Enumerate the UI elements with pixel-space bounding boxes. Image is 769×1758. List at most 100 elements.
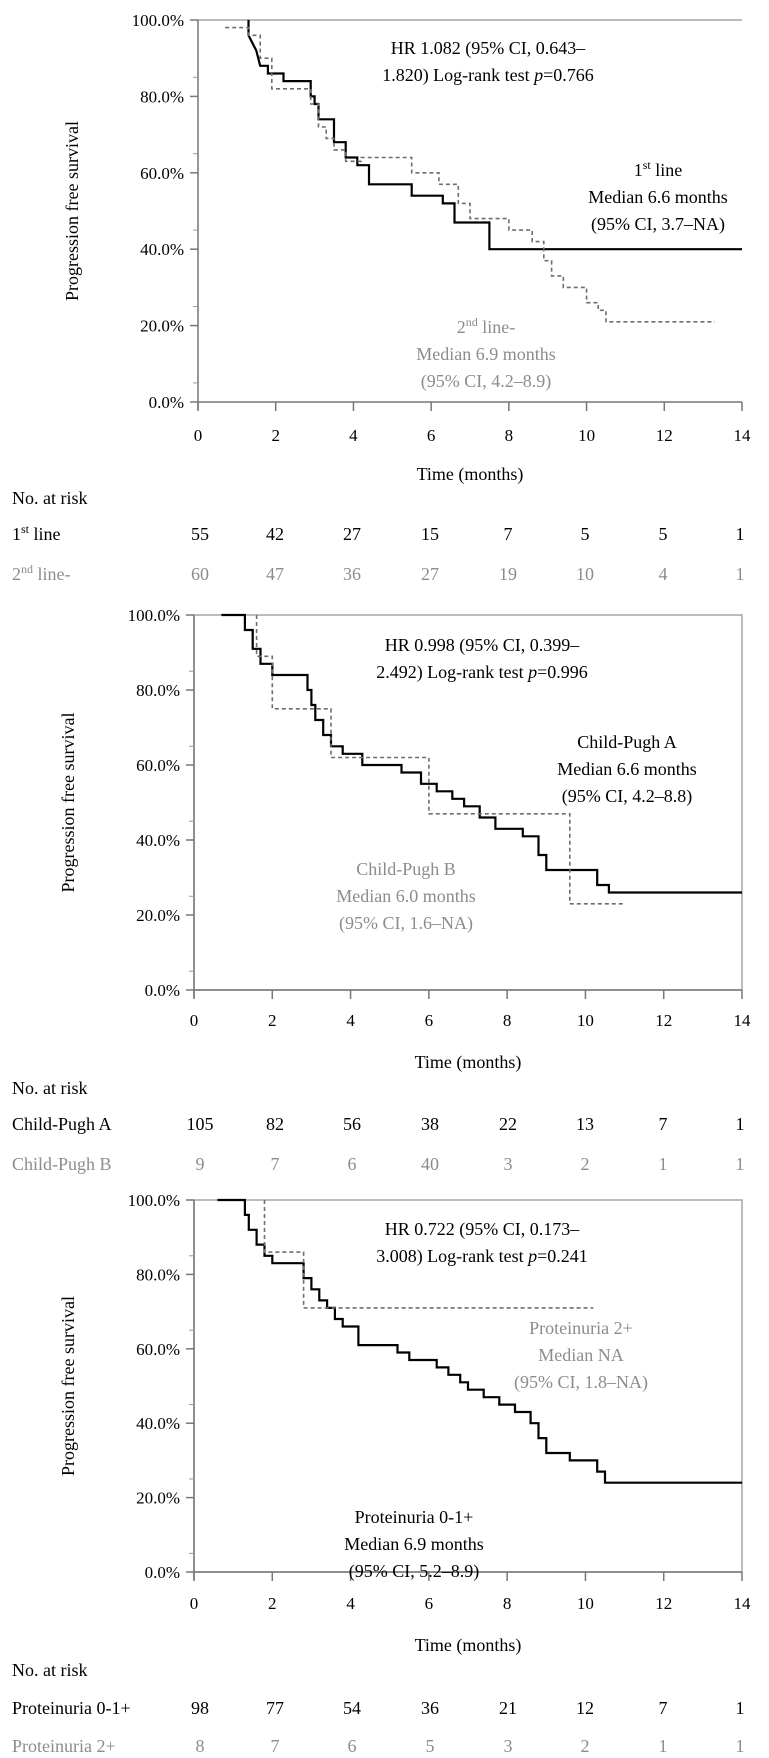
y-tick-label: 60.0% [136,756,180,775]
x-tick-label: 10 [577,1594,594,1613]
series-label-1: 1st line [634,158,683,180]
series-median-1-line-2: (95% CI, 4.2–8.8) [562,786,692,807]
y-axis-title: Progression free survival [58,713,78,893]
risk-count: 36 [343,564,361,584]
risk-count: 98 [191,1698,209,1718]
series-median-2-line-2: (95% CI, 1.6–NA) [339,913,473,934]
series-median-2-line-1: Median NA [538,1345,623,1365]
risk-count: 82 [266,1114,284,1134]
risk-count: 1 [659,1154,668,1174]
x-tick-label: 0 [194,426,203,445]
series-median-2-line-2: (95% CI, 1.8–NA) [514,1372,648,1393]
risk-row-label-2: 2nd line- [12,562,71,584]
series-label-1: Child-Pugh A [577,732,677,752]
hazard-ratio-line-2: 1.820) Log-rank test p=0.766 [382,65,594,86]
series-label-2: 2nd line- [457,315,516,337]
series-median-1-line-1: Median 6.6 months [588,187,728,207]
risk-count: 9 [196,1154,205,1174]
x-tick-label: 6 [427,426,436,445]
x-tick-label: 8 [503,1011,512,1030]
risk-row-label-1: Proteinuria 0-1+ [12,1698,131,1718]
x-tick-label: 8 [505,426,514,445]
risk-count: 1 [736,1736,745,1756]
x-axis-title: Time (months) [415,1052,522,1073]
km-curve-series-1 [221,613,742,894]
y-tick-label: 40.0% [136,1414,180,1433]
km-curve-series-2 [263,1200,594,1309]
risk-count: 42 [266,524,284,544]
y-tick-label: 20.0% [136,906,180,925]
risk-count: 13 [576,1114,594,1134]
risk-count: 27 [343,524,361,544]
risk-count: 4 [659,564,668,584]
x-tick-label: 10 [578,426,595,445]
risk-table-header: No. at risk [12,488,88,508]
risk-row-label-2: Child-Pugh B [12,1154,112,1174]
y-tick-label: 20.0% [140,317,184,336]
risk-count: 1 [736,1114,745,1134]
series-label-2: Child-Pugh B [356,859,456,879]
km-chart-2: 0.0%20.0%40.0%60.0%80.0%100.0%0 2 4 6 8 10 12 1… [12,606,751,1174]
y-tick-label: 80.0% [140,87,184,106]
risk-count: 2 [581,1154,590,1174]
risk-count: 1 [736,564,745,584]
risk-count: 36 [421,1698,439,1718]
risk-count: 60 [191,564,209,584]
risk-count: 56 [343,1114,361,1134]
risk-row-label-1: Child-Pugh A [12,1114,112,1134]
risk-table-header: No. at risk [12,1078,88,1098]
risk-count: 22 [499,1114,517,1134]
y-tick-label: 0.0% [149,393,184,412]
x-tick-label: 14 [734,426,752,445]
km-chart-3: 0.0%20.0%40.0%60.0%80.0%100.0%0 2 4 6 8 10 12 1… [12,1191,751,1756]
hazard-ratio-line-2: 3.008) Log-rank test p=0.241 [376,1246,588,1267]
risk-count: 3 [504,1154,513,1174]
risk-count: 1 [736,1154,745,1174]
series-median-1-line-1: Median 6.6 months [557,759,697,779]
x-tick-label: 6 [425,1594,434,1613]
risk-count: 7 [271,1736,280,1756]
series-median-2-line-1: Median 6.9 months [416,344,556,364]
series-label-1: Proteinuria 0-1+ [355,1507,474,1527]
risk-count: 7 [504,524,513,544]
series-median-2-line-2: (95% CI, 4.2–8.9) [421,371,551,392]
x-tick-label: 10 [577,1011,594,1030]
x-tick-label: 2 [268,1011,277,1030]
y-tick-label: 0.0% [145,981,180,1000]
x-tick-label: 4 [346,1011,355,1030]
risk-table-header: No. at risk [12,1660,88,1680]
risk-row-label-2: Proteinuria 2+ [12,1736,116,1756]
risk-count: 8 [196,1736,205,1756]
km-curve-series-2 [225,26,715,323]
y-tick-label: 100.0% [128,1191,180,1210]
risk-count: 38 [421,1114,439,1134]
x-tick-label: 12 [656,426,673,445]
risk-count: 54 [343,1698,361,1718]
risk-count: 12 [576,1698,594,1718]
risk-count: 77 [266,1698,284,1718]
km-curve-series-1 [217,1198,742,1484]
y-tick-label: 20.0% [136,1489,180,1508]
risk-count: 6 [348,1736,357,1756]
hazard-ratio-line-1: HR 1.082 (95% CI, 0.643– [391,38,586,59]
km-curve-series-1 [247,20,742,251]
y-axis-title: Progression free survival [62,121,82,301]
km-chart-1: 0.0% 20.0% 40.0% 60.0% 80.0% 100.0% 0 2 4 6 8 10 12 1… [12,11,751,584]
risk-count: 19 [499,564,517,584]
x-tick-label: 4 [346,1594,355,1613]
risk-count: 10 [576,564,594,584]
risk-count: 7 [659,1114,668,1134]
risk-count: 1 [659,1736,668,1756]
series-median-1-line-2: (95% CI, 5.2–8.9) [349,1561,479,1582]
risk-count: 40 [421,1154,439,1174]
y-tick-label: 60.0% [136,1340,180,1359]
series-median-1-line-1: Median 6.9 months [344,1534,484,1554]
risk-count: 7 [271,1154,280,1174]
risk-count: 3 [504,1736,513,1756]
y-axis-title: Progression free survival [58,1296,78,1476]
risk-count: 27 [421,564,439,584]
risk-count: 7 [659,1698,668,1718]
risk-count: 21 [499,1698,517,1718]
x-tick-label: 14 [734,1594,752,1613]
